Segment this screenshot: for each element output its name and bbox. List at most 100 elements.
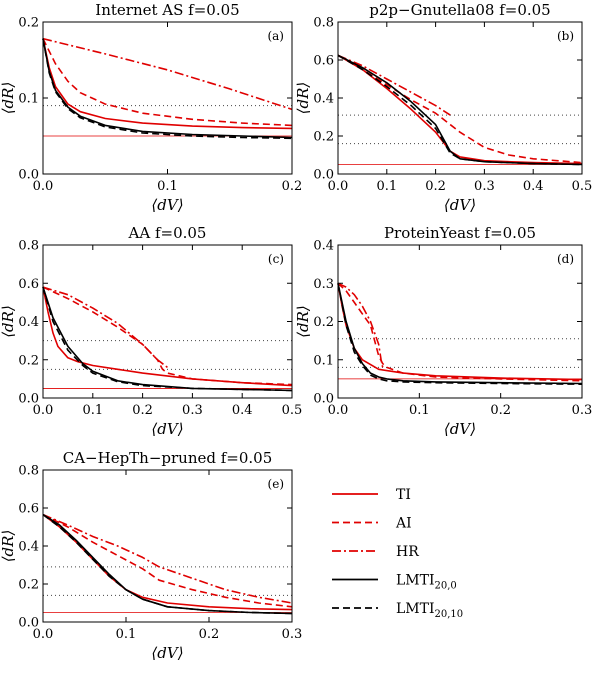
panel-title: ProteinYeast f=0.05 bbox=[384, 224, 536, 242]
y-tick-label: 0.2 bbox=[18, 578, 39, 593]
panel-e: 0.0 0.1 0.2 0.3 0.0 0.2 0.4 0.6 0.8 CA−HepTh−prun… bbox=[0, 449, 302, 662]
series-line-lmti_20_0 bbox=[42, 38, 293, 139]
y-tick-label: 0.4 bbox=[313, 92, 334, 107]
y-tick-label: 0.2 bbox=[313, 315, 334, 330]
x-tick-label: 0.4 bbox=[523, 179, 544, 194]
panels: 0.0 0.1 0.2 0.0 0.1 0.2 Internet AS f=0.05 (a) ⟨… bbox=[0, 1, 592, 662]
legend-label: LMTI20,0 bbox=[396, 573, 457, 592]
y-tick-label: 0.0 bbox=[18, 168, 39, 183]
y-tick-label: 0.2 bbox=[313, 130, 334, 145]
x-tick-label: 0.1 bbox=[157, 179, 178, 194]
panel-title: CA−HepTh−pruned f=0.05 bbox=[63, 449, 273, 467]
plot-frame bbox=[42, 21, 293, 175]
y-axis-label: ⟨dR⟩ bbox=[294, 82, 312, 115]
panel-a: 0.0 0.1 0.2 0.0 0.1 0.2 Internet AS f=0.05 (a) ⟨… bbox=[0, 1, 302, 214]
x-tick-label: 0.3 bbox=[474, 179, 495, 194]
legend-item-lmti_20_0: LMTI20,0 bbox=[332, 573, 457, 592]
y-tick-label: 0.4 bbox=[18, 540, 39, 555]
y-tick-label: 0.4 bbox=[313, 239, 334, 254]
panel-b: 0.0 0.1 0.2 0.3 0.4 0.5 0.0 0.2 0.4 0.6 0.8 p2p−Gnu… bbox=[294, 1, 592, 214]
x-tick-label: 0.3 bbox=[572, 403, 593, 418]
legend-item-lmti_20_10: LMTI20,10 bbox=[332, 601, 463, 620]
series-line-lmti_20_0 bbox=[42, 286, 293, 392]
series-line-hr bbox=[42, 513, 293, 604]
panel-label: (d) bbox=[557, 252, 574, 266]
series-line-ai bbox=[337, 54, 583, 164]
x-tick-label: 0.4 bbox=[232, 403, 253, 418]
series-line-hr bbox=[337, 54, 451, 116]
y-axis-label: ⟨dR⟩ bbox=[294, 305, 312, 338]
y-axis-label: ⟨dR⟩ bbox=[0, 82, 17, 115]
series-line-lmti_20_0 bbox=[42, 513, 293, 615]
x-tick-label: 0.0 bbox=[328, 403, 349, 418]
y-tick-label: 0.6 bbox=[313, 54, 334, 69]
x-tick-label: 0.0 bbox=[33, 627, 54, 642]
x-tick-label: 0.2 bbox=[132, 403, 153, 418]
series-line-hr bbox=[42, 286, 168, 369]
x-tick-label: 0.1 bbox=[116, 627, 137, 642]
y-tick-label: 0.6 bbox=[18, 502, 39, 517]
panel-title: p2p−Gnutella08 f=0.05 bbox=[369, 1, 550, 19]
series-line-ai bbox=[42, 513, 293, 608]
x-tick-label: 0.0 bbox=[33, 179, 54, 194]
plot-frame bbox=[337, 21, 583, 175]
panel-label: (a) bbox=[267, 29, 284, 43]
series-line-ai bbox=[42, 38, 293, 127]
y-tick-label: 0.0 bbox=[18, 392, 39, 407]
x-axis-label: ⟨dV⟩ bbox=[444, 420, 476, 438]
x-tick-label: 0.2 bbox=[199, 627, 220, 642]
series-line-lmti_20_0 bbox=[337, 54, 583, 166]
x-tick-label: 0.2 bbox=[282, 179, 303, 194]
y-tick-label: 0.0 bbox=[313, 392, 334, 407]
x-axis-label: ⟨dV⟩ bbox=[151, 196, 183, 214]
series-line-hr bbox=[337, 282, 384, 368]
legend-label: LMTI20,10 bbox=[396, 601, 463, 620]
series-line-ai bbox=[337, 282, 583, 382]
series-line-lmti_20_0 bbox=[337, 283, 583, 385]
legend-label-text: AI bbox=[395, 516, 412, 532]
x-tick-label: 0.1 bbox=[409, 403, 430, 418]
legend-label-subscript: 20,0 bbox=[435, 581, 457, 592]
plot-frame bbox=[42, 244, 293, 399]
series-line-ai bbox=[42, 286, 293, 386]
x-tick-label: 0.1 bbox=[82, 403, 103, 418]
legend-label-subscript: 20,10 bbox=[435, 609, 464, 620]
x-axis-label: ⟨dV⟩ bbox=[151, 644, 183, 662]
x-tick-label: 0.1 bbox=[376, 179, 397, 194]
legend-label: TI bbox=[396, 487, 411, 503]
panel-label: (c) bbox=[268, 252, 284, 266]
legend-label-text: HR bbox=[396, 544, 419, 560]
y-tick-label: 0.8 bbox=[18, 464, 39, 479]
series-line-hr bbox=[42, 37, 293, 111]
legend-label-text: LMTI bbox=[396, 573, 435, 589]
series-line-lmti_20_10 bbox=[42, 286, 293, 392]
x-tick-label: 0.3 bbox=[182, 403, 203, 418]
x-tick-label: 0.5 bbox=[572, 179, 593, 194]
x-axis-label: ⟨dV⟩ bbox=[444, 196, 476, 214]
panel-d: 0.0 0.1 0.2 0.3 0.0 0.1 0.2 0.3 0.4 ProteinYeast … bbox=[294, 224, 592, 438]
x-tick-label: 0.3 bbox=[282, 627, 303, 642]
panel-title: AA f=0.05 bbox=[128, 224, 207, 242]
legend-label-text: LMTI bbox=[396, 601, 435, 617]
y-axis-label: ⟨dR⟩ bbox=[0, 530, 17, 563]
series-line-ti bbox=[42, 286, 293, 387]
series-line-lmti_20_10 bbox=[337, 283, 583, 385]
y-tick-label: 0.6 bbox=[18, 277, 39, 292]
legend-label: AI bbox=[395, 516, 412, 532]
y-tick-label: 0.0 bbox=[18, 616, 39, 631]
panel-c: 0.0 0.1 0.2 0.3 0.4 0.5 0.0 0.2 0.4 0.6 0.8 AA f=0.… bbox=[0, 224, 302, 438]
panel-label: (e) bbox=[268, 477, 284, 491]
y-tick-label: 0.4 bbox=[18, 315, 39, 330]
legend-item-ai: AI bbox=[332, 516, 412, 532]
panel-label: (b) bbox=[557, 29, 574, 43]
x-tick-label: 0.5 bbox=[282, 403, 303, 418]
legend-label-text: TI bbox=[396, 487, 411, 503]
y-tick-label: 0.8 bbox=[313, 16, 334, 31]
x-tick-label: 0.0 bbox=[328, 179, 349, 194]
y-tick-label: 0.0 bbox=[313, 168, 334, 183]
y-axis-label: ⟨dR⟩ bbox=[0, 305, 17, 338]
y-tick-label: 0.1 bbox=[18, 92, 39, 107]
series-line-ti bbox=[337, 283, 583, 381]
